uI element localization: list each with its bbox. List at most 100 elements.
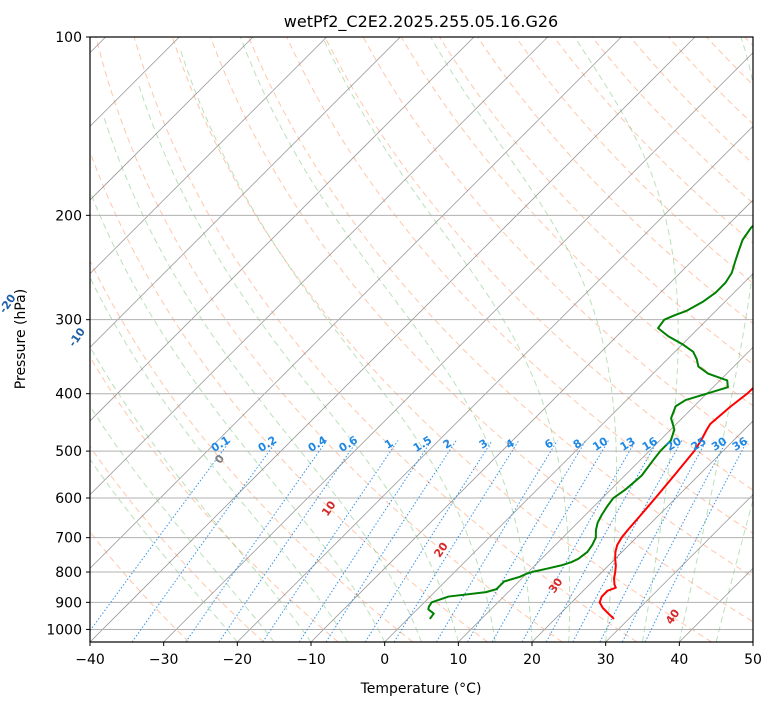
mixing-ratio-line	[364, 440, 493, 642]
x-tick-label: −10	[296, 652, 326, 668]
isotherm-line	[163, 52, 753, 642]
y-tick-label: 800	[55, 565, 82, 581]
x-tick-label: −40	[75, 652, 105, 668]
background-lines	[90, 37, 753, 642]
isotherm-line	[605, 494, 753, 642]
moist-adiabat-line	[90, 189, 386, 642]
mixing-ratio-line	[298, 440, 432, 642]
mixing-ratio-line	[90, 440, 231, 632]
isotherm-line	[752, 641, 753, 642]
y-tick-label: 1000	[46, 622, 82, 638]
isotherm-line	[90, 37, 254, 201]
mixing-ratio-line	[218, 440, 358, 642]
x-axis-label: Temperature (°C)	[360, 681, 482, 697]
dry-adiabat-line	[248, 37, 753, 578]
isotherm-line	[458, 346, 753, 642]
isotherm-line	[90, 37, 696, 642]
dry-adiabat-line	[286, 37, 753, 534]
isotherm-line	[90, 37, 475, 422]
dry-adiabat-line	[706, 37, 753, 86]
dry-adiabat-line	[744, 37, 753, 47]
moist-adiabat-line	[574, 37, 679, 642]
dry-adiabat-line	[95, 37, 563, 642]
dry-adiabat-line	[171, 37, 712, 642]
moist-adiabat-line	[90, 458, 238, 642]
dry-adiabat-line	[668, 37, 753, 125]
moist-adiabat-line	[90, 405, 275, 642]
y-tick-label: 200	[55, 208, 82, 224]
mixing-ratio-line	[467, 440, 587, 642]
y-tick-label: 700	[55, 531, 82, 547]
dry-adiabat-label: 20	[431, 540, 451, 560]
moist-adiabat-line	[715, 498, 753, 642]
dry-adiabat-line	[591, 37, 753, 204]
y-axis: 1000 900 800 700 600 500 400 300 200 100	[46, 30, 90, 638]
moist-adiabat-line	[678, 37, 753, 642]
x-tick-label: −20	[223, 652, 253, 668]
dry-adiabat-line	[90, 259, 414, 642]
mixing-ratio-line	[185, 440, 328, 642]
dry-adiabat-label: 10	[319, 498, 339, 518]
x-axis: −40 −30 −20 −10 0 10 20 30 40 50	[75, 642, 762, 668]
mixing-ratio-line	[491, 440, 609, 642]
dry-adiabat-line	[90, 356, 339, 642]
isotherm-line	[384, 273, 753, 642]
mixing-ratio-label: 0.1	[209, 433, 232, 454]
y-tick-label: 300	[55, 313, 82, 329]
y-tick-label: 600	[55, 491, 82, 507]
plot-frame	[89, 36, 754, 643]
x-tick-label: 50	[744, 652, 762, 668]
dry-adiabat-line	[210, 37, 753, 623]
mixing-ratio-label: 1.5	[411, 433, 434, 454]
mixing-ratio-line	[393, 440, 520, 642]
chart-title: wetPf2_C2E2.2025.255.05.16.G26	[284, 12, 558, 32]
isotherm-line	[679, 567, 753, 642]
y-tick-label: 900	[55, 595, 82, 611]
moist-adiabat-line	[322, 37, 571, 642]
mixing-ratio-line	[599, 440, 707, 642]
y-tick-label: 500	[55, 444, 82, 460]
isotherm-line	[531, 420, 753, 642]
dewpoint-line	[427, 224, 753, 620]
isotherm-line	[310, 199, 753, 642]
x-tick-label: 0	[380, 652, 389, 668]
moist-adiabat-line	[239, 37, 533, 642]
isotherm-line	[237, 125, 753, 642]
isotherm-line	[90, 37, 327, 275]
dry-adiabat-line	[515, 37, 753, 284]
mixing-ratio-label: 2	[441, 437, 454, 452]
moist-adiabat-line	[137, 83, 459, 642]
x-tick-label: −30	[149, 652, 179, 668]
x-tick-label: 10	[449, 652, 467, 668]
x-tick-label: 40	[670, 652, 688, 668]
isotherm-line	[90, 37, 622, 569]
mixing-ratio-label: 4	[503, 436, 517, 451]
moist-adiabat-line	[90, 276, 349, 642]
moist-adiabat-line	[102, 114, 422, 642]
dry-adiabat-label: -10	[66, 325, 88, 349]
dry-adiabat-line	[90, 445, 264, 642]
mixing-ratio-line	[131, 440, 278, 642]
dry-adiabat-line	[90, 150, 488, 642]
isotherm-line	[90, 37, 548, 496]
mixing-ratio-line	[621, 440, 728, 642]
mixing-ratio-line	[644, 440, 748, 642]
x-tick-label: 20	[523, 652, 541, 668]
mixing-ratio-line	[262, 440, 399, 642]
y-tick-label: 400	[55, 387, 82, 403]
mixing-ratio-line	[435, 440, 558, 642]
dry-adiabat-line	[133, 37, 638, 642]
profile-lines	[427, 224, 753, 620]
dry-adiabat-label: 0	[212, 452, 227, 466]
temperature-line	[598, 386, 753, 620]
x-tick-label: 30	[597, 652, 615, 668]
dry-adiabat-label: 40	[663, 607, 683, 627]
mixing-ratio-line	[325, 440, 457, 642]
moist-adiabat-line	[430, 37, 618, 642]
isotherm-line	[90, 37, 401, 348]
dry-adiabat-line	[324, 37, 753, 491]
y-axis-label: Pressure (hPa)	[13, 289, 29, 389]
y-tick-label: 100	[55, 30, 82, 46]
mixing-ratio-label: 0.2	[256, 433, 279, 454]
